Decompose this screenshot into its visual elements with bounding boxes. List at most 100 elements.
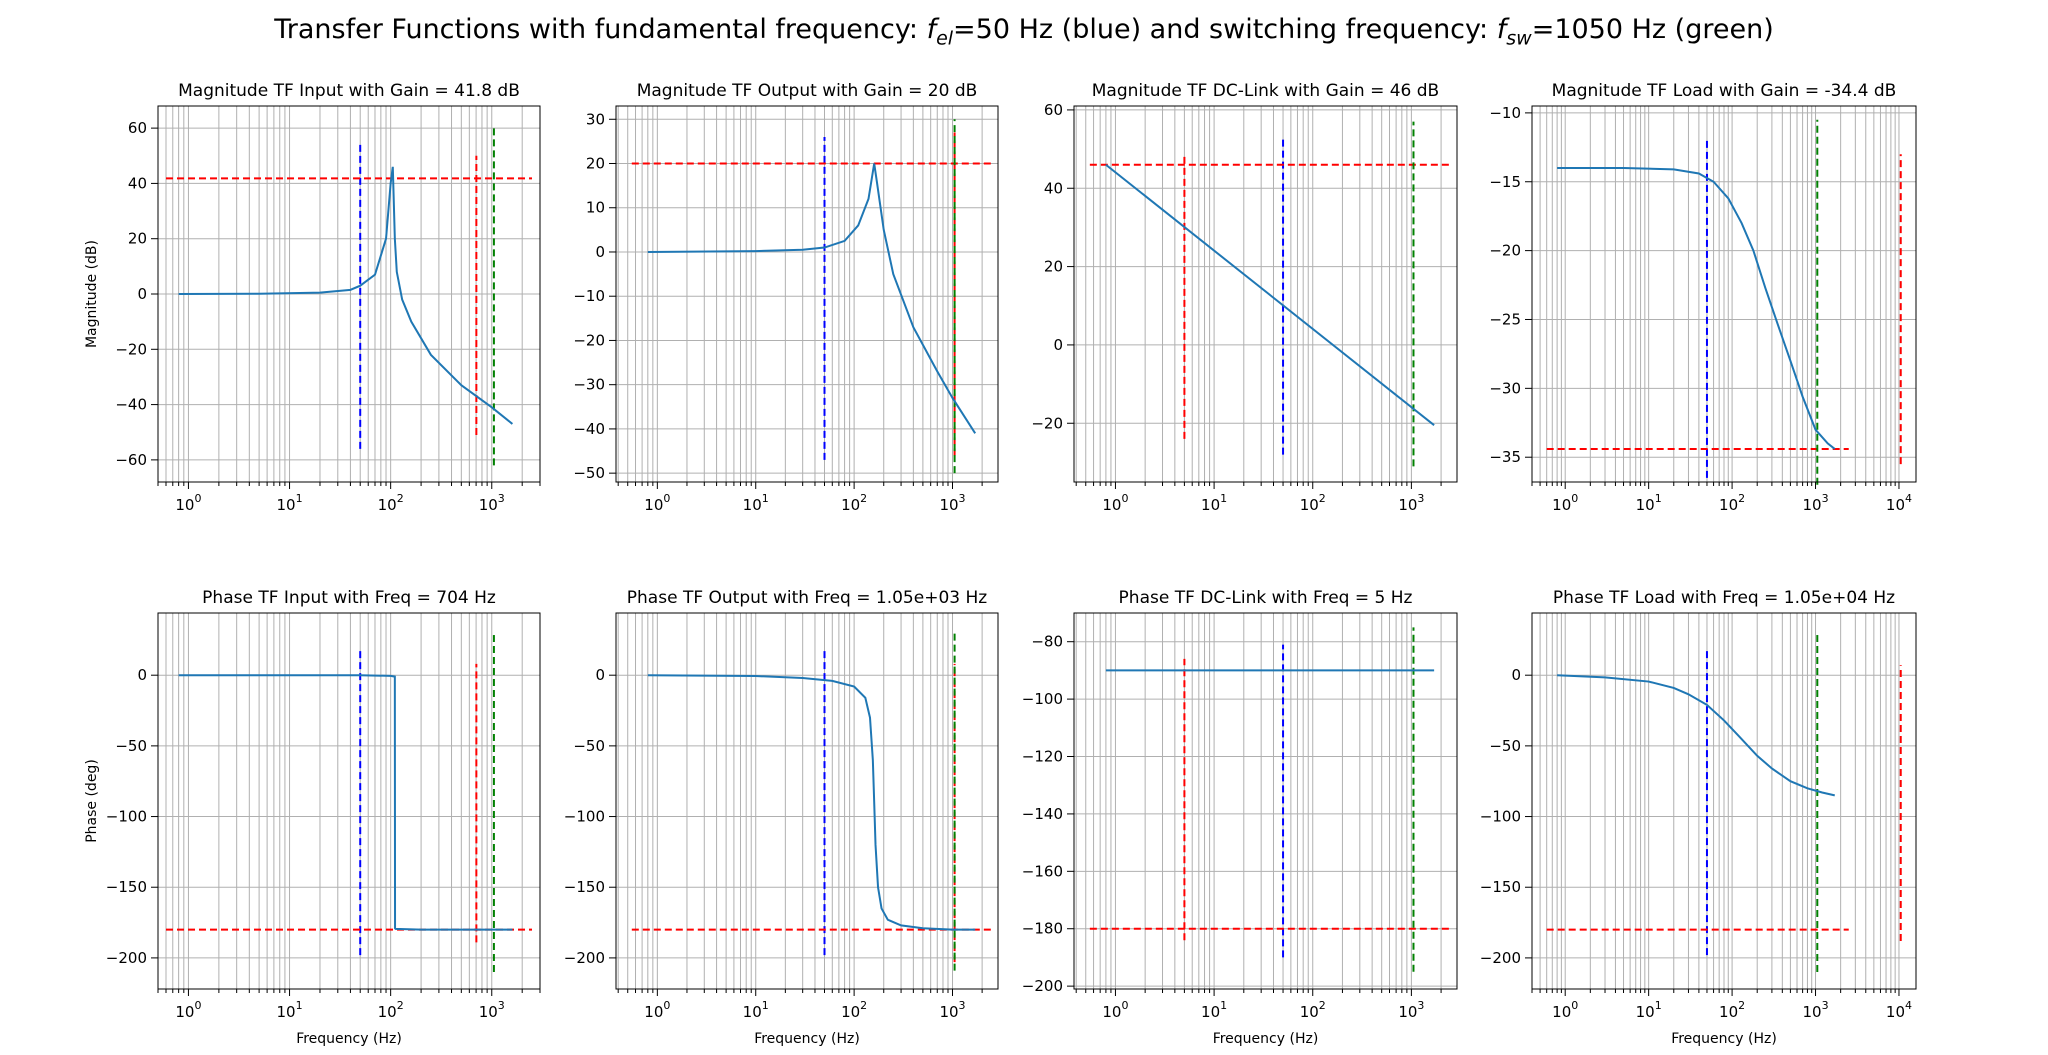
x-tick-label: 104 (1886, 999, 1912, 1021)
y-tick-label: 0 (1053, 336, 1063, 354)
x-tick-label: 100 (644, 492, 670, 514)
subplot-title: Phase TF Output with Freq = 1.05e+03 Hz (627, 588, 987, 608)
y-tick-label: 20 (586, 155, 605, 173)
y-tick-label: −35 (1489, 448, 1521, 466)
y-tick-label: −100 (1022, 690, 1063, 708)
subplot-1: −60 −40 −20 0 20 40 60 100 101 102 103 Magnitude TF… (84, 81, 541, 514)
y-tick-label: −50 (573, 464, 605, 482)
axes-frame (157, 612, 541, 990)
x-tick-label: 102 (1719, 999, 1745, 1021)
y-tick-label: 40 (1044, 179, 1063, 197)
x-tick-label: 101 (1201, 999, 1227, 1021)
y-tick-label: −25 (1489, 310, 1521, 328)
subplot-title: Magnitude TF Load with Gain = -34.4 dB (1552, 81, 1897, 101)
transfer-curve (1557, 674, 1835, 797)
subplot-3: −20 0 20 40 60 100 101 102 103 Magnitude TF DC-Li… (1031, 81, 1458, 514)
y-tick-label: −50 (115, 737, 147, 755)
title-pre: Transfer Functions with fundamental freq… (274, 14, 927, 45)
x-tick-label: 100 (175, 492, 201, 514)
transfer-curve (1105, 163, 1435, 426)
y-axis-label: Phase (deg) (84, 759, 100, 843)
y-tick-label: −150 (564, 878, 605, 896)
x-tick-label: 102 (378, 492, 404, 514)
y-tick-label: −180 (1022, 920, 1063, 938)
subplot-6: −200 −150 −100 −50 0 100 101 102 103 Phase TF Out… (564, 588, 999, 1047)
y-tick-label: −20 (115, 340, 147, 358)
subplot-title: Magnitude TF Output with Gain = 20 dB (637, 81, 978, 101)
y-tick-label: −10 (573, 287, 605, 305)
y-tick-label: −200 (564, 949, 605, 967)
y-tick-label: −60 (115, 451, 147, 469)
y-tick-label: −50 (573, 737, 605, 755)
grid (616, 106, 998, 482)
x-tick-label: 100 (1552, 999, 1578, 1021)
x-axis-label: Frequency (Hz) (754, 1031, 860, 1047)
y-tick-label: −140 (1022, 805, 1063, 823)
x-tick-label: 103 (1802, 492, 1828, 514)
transfer-curve (647, 674, 976, 931)
axes-frame (615, 105, 999, 483)
x-tick-label: 101 (743, 999, 769, 1021)
grid (1074, 106, 1457, 482)
x-tick-label: 101 (276, 492, 302, 514)
x-tick-label: 103 (1398, 492, 1424, 514)
axes-frame (1531, 612, 1917, 990)
subplot-2: −50 −40 −30 −20 −10 0 10 20 30 100 101 102 103 Magnit… (573, 81, 999, 514)
x-tick-label: 100 (1102, 999, 1128, 1021)
x-tick-label: 101 (1636, 999, 1662, 1021)
title-fsw-symbol: f (1496, 14, 1507, 45)
x-tick-label: 103 (939, 999, 965, 1021)
y-tick-label: −40 (115, 396, 147, 414)
y-tick-label: 40 (128, 174, 147, 192)
grid (1074, 613, 1457, 989)
grid (616, 613, 998, 989)
y-tick-label: −15 (1489, 173, 1521, 191)
subplot-title: Phase TF Load with Freq = 1.05e+04 Hz (1553, 588, 1895, 608)
y-tick-label: 0 (137, 285, 147, 303)
title-mid: =50 Hz (blue) and switching frequency: (953, 14, 1497, 45)
y-tick-label: −200 (106, 949, 147, 967)
axes-frame (1073, 612, 1458, 990)
transfer-curve (647, 163, 977, 434)
x-tick-label: 103 (479, 492, 505, 514)
y-tick-label: −20 (1031, 414, 1063, 432)
x-tick-label: 101 (1201, 492, 1227, 514)
title-post: =1050 Hz (green) (1531, 14, 1774, 45)
axes-frame (1531, 105, 1917, 483)
y-tick-label: −100 (106, 808, 147, 826)
grid (1531, 106, 1916, 482)
transfer-curve (1557, 166, 1836, 450)
grid (157, 613, 541, 989)
y-tick-label: −100 (564, 808, 605, 826)
y-tick-label: 10 (586, 199, 605, 217)
x-tick-label: 103 (939, 492, 965, 514)
x-axis-label: Frequency (Hz) (296, 1031, 402, 1047)
y-tick-label: 20 (1044, 258, 1063, 276)
y-tick-label: 0 (1511, 666, 1521, 684)
y-tick-label: 60 (1044, 101, 1063, 119)
x-tick-label: 103 (479, 999, 505, 1021)
title-fsw-subscript: sw (1506, 27, 1532, 50)
y-axis-label: Magnitude (dB) (84, 240, 100, 348)
subplot-7: −200 −180 −160 −140 −120 −100 −80 100 101 102 103 P… (1022, 588, 1458, 1047)
x-tick-label: 103 (1802, 999, 1828, 1021)
x-axis-label: Frequency (Hz) (1671, 1031, 1777, 1047)
title-fel-subscript: el (936, 27, 954, 50)
y-tick-label: −150 (106, 878, 147, 896)
x-tick-label: 100 (1552, 492, 1578, 514)
y-tick-label: −160 (1022, 862, 1063, 880)
subplot-title: Phase TF DC-Link with Freq = 5 Hz (1119, 588, 1413, 608)
y-tick-label: 20 (128, 230, 147, 248)
x-tick-label: 101 (743, 492, 769, 514)
y-tick-label: −30 (1489, 379, 1521, 397)
axes-frame (157, 105, 541, 483)
subplot-title: Phase TF Input with Freq = 704 Hz (202, 588, 496, 608)
x-tick-label: 102 (378, 999, 404, 1021)
figure-title: Transfer Functions with fundamental freq… (0, 14, 2048, 49)
y-tick-label: −40 (573, 420, 605, 438)
x-axis-label: Frequency (Hz) (1213, 1031, 1319, 1047)
transfer-curve (178, 674, 513, 931)
x-tick-label: 102 (1300, 492, 1326, 514)
